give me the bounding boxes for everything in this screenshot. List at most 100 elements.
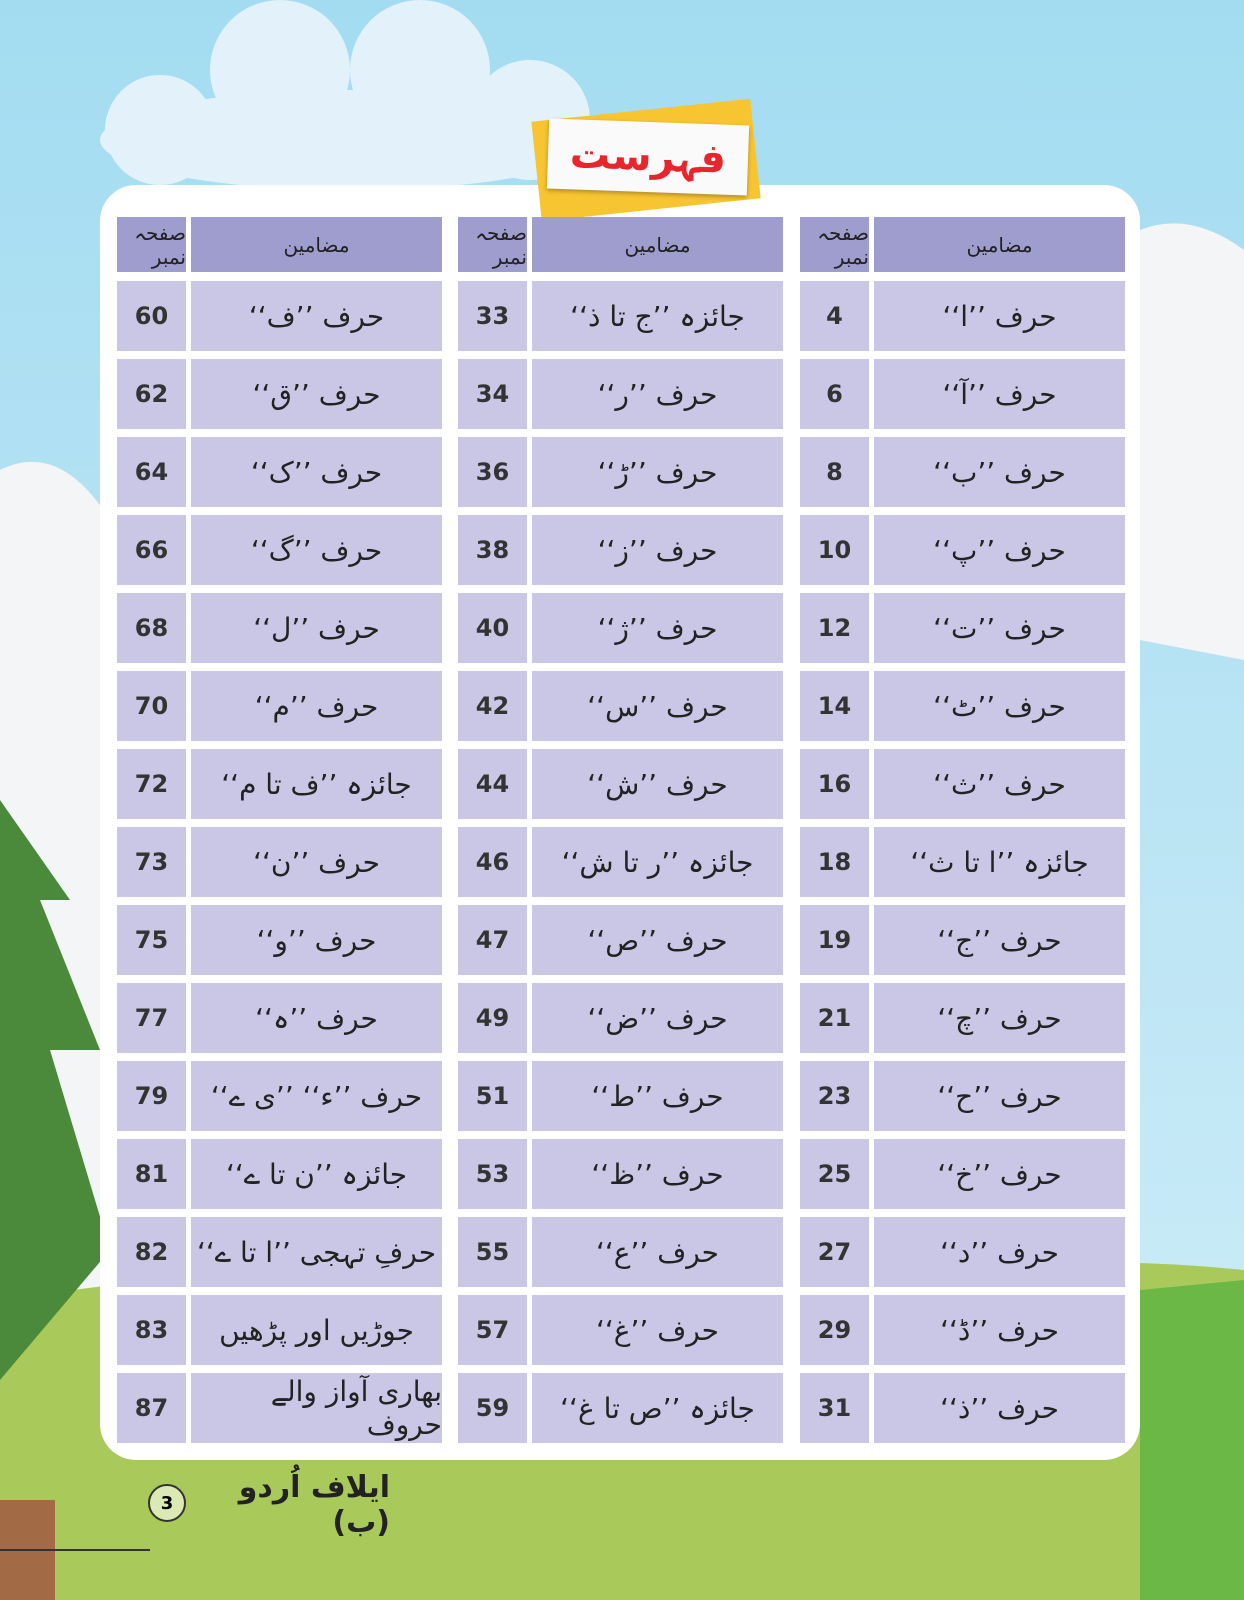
page-cell: 27 bbox=[800, 1217, 869, 1287]
page-cell: 18 bbox=[800, 827, 869, 897]
subject-cell: جائزہ ’’ر تا ش‘‘ bbox=[532, 827, 783, 897]
subject-cell: حرف ’’ژ‘‘ bbox=[532, 593, 783, 663]
subject-cell: حرف ’’ع‘‘ bbox=[532, 1217, 783, 1287]
subject-cell: جائزہ ’’ص تا غ‘‘ bbox=[532, 1373, 783, 1443]
subject-cell: حرف ’’ک‘‘ bbox=[191, 437, 442, 507]
page-cell: 47 bbox=[458, 905, 527, 975]
page-cell: 64 bbox=[117, 437, 186, 507]
page-cell: 4 bbox=[800, 281, 869, 351]
subject-cell: حرف ’’ص‘‘ bbox=[532, 905, 783, 975]
subject-cell: حرف ’’آ‘‘ bbox=[874, 359, 1125, 429]
header-page: صفحہ نمبر bbox=[117, 217, 186, 272]
page-cell: 66 bbox=[117, 515, 186, 585]
page-cell: 44 bbox=[458, 749, 527, 819]
page-cell: 77 bbox=[117, 983, 186, 1053]
page-cell: 87 bbox=[117, 1373, 186, 1443]
subject-cell: جائزہ ’’ا تا ث‘‘ bbox=[874, 827, 1125, 897]
subject-cell: حرف ’’د‘‘ bbox=[874, 1217, 1125, 1287]
subject-cell: حرف ’’ط‘‘ bbox=[532, 1061, 783, 1131]
header-page: صفحہ نمبر bbox=[458, 217, 527, 272]
page-number: 3 bbox=[148, 1484, 186, 1522]
page-cell: 36 bbox=[458, 437, 527, 507]
page-cell: 25 bbox=[800, 1139, 869, 1209]
page-cell: 38 bbox=[458, 515, 527, 585]
subject-cell: حرف ’’و‘‘ bbox=[191, 905, 442, 975]
page-cell: 19 bbox=[800, 905, 869, 975]
page-cell: 33 bbox=[458, 281, 527, 351]
subject-cell: جائزہ ’’ن تا ے‘‘ bbox=[191, 1139, 442, 1209]
page-cell: 75 bbox=[117, 905, 186, 975]
subject-cell: حرف ’’ا‘‘ bbox=[874, 281, 1125, 351]
page-cell: 10 bbox=[800, 515, 869, 585]
page-cell: 57 bbox=[458, 1295, 527, 1365]
subject-cell: حرف ’’ہ‘‘ bbox=[191, 983, 442, 1053]
subject-cell: حرف ’’خ‘‘ bbox=[874, 1139, 1125, 1209]
page-cell: 59 bbox=[458, 1373, 527, 1443]
subject-cell: حرف ’’ٹ‘‘ bbox=[874, 671, 1125, 741]
page-cell: 29 bbox=[800, 1295, 869, 1365]
page-cell: 23 bbox=[800, 1061, 869, 1131]
header-subject: مضامین bbox=[532, 217, 783, 272]
page-cell: 55 bbox=[458, 1217, 527, 1287]
page-cell: 31 bbox=[800, 1373, 869, 1443]
page-cell: 62 bbox=[117, 359, 186, 429]
page-cell: 21 bbox=[800, 983, 869, 1053]
subject-cell: حرف ’’ظ‘‘ bbox=[532, 1139, 783, 1209]
page-cell: 70 bbox=[117, 671, 186, 741]
subject-cell: حرف ’’ل‘‘ bbox=[191, 593, 442, 663]
page-cell: 83 bbox=[117, 1295, 186, 1365]
subject-cell: حرف ’’م‘‘ bbox=[191, 671, 442, 741]
subject-cell: حرف ’’س‘‘ bbox=[532, 671, 783, 741]
page-cell: 14 bbox=[800, 671, 869, 741]
subject-cell: حرف ’’ء‘‘ ’’ی ے‘‘ bbox=[191, 1061, 442, 1131]
subject-cell: حرف ’’ف‘‘ bbox=[191, 281, 442, 351]
subject-cell: حرف ’’پ‘‘ bbox=[874, 515, 1125, 585]
page-cell: 34 bbox=[458, 359, 527, 429]
page-cell: 81 bbox=[117, 1139, 186, 1209]
subject-cell: حرف ’’غ‘‘ bbox=[532, 1295, 783, 1365]
subject-cell: حرف ’’ڈ‘‘ bbox=[874, 1295, 1125, 1365]
page-cell: 6 bbox=[800, 359, 869, 429]
subject-cell: حرف ’’ب‘‘ bbox=[874, 437, 1125, 507]
subject-cell: حرفِ تہجی ’’ا تا ے‘‘ bbox=[191, 1217, 442, 1287]
page-cell: 16 bbox=[800, 749, 869, 819]
header-subject: مضامین bbox=[874, 217, 1125, 272]
page-cell: 42 bbox=[458, 671, 527, 741]
subject-cell: حرف ’’ذ‘‘ bbox=[874, 1373, 1125, 1443]
page-cell: 68 bbox=[117, 593, 186, 663]
subject-cell: حرف ’’ڑ‘‘ bbox=[532, 437, 783, 507]
book-title: ایلاف اُردو (ب) bbox=[238, 1470, 390, 1540]
subject-cell: حرف ’’ج‘‘ bbox=[874, 905, 1125, 975]
page-cell: 49 bbox=[458, 983, 527, 1053]
subject-cell: حرف ’’ت‘‘ bbox=[874, 593, 1125, 663]
page-cell: 60 bbox=[117, 281, 186, 351]
subject-cell: بھاری آواز والے حروف bbox=[191, 1373, 442, 1443]
page-cell: 12 bbox=[800, 593, 869, 663]
page-cell: 53 bbox=[458, 1139, 527, 1209]
page-cell: 46 bbox=[458, 827, 527, 897]
subject-cell: جوڑیں اور پڑھیں bbox=[191, 1295, 442, 1365]
subject-cell: جائزہ ’’ج تا ذ‘‘ bbox=[532, 281, 783, 351]
subject-cell: حرف ’’ز‘‘ bbox=[532, 515, 783, 585]
subject-cell: حرف ’’چ‘‘ bbox=[874, 983, 1125, 1053]
subject-cell: حرف ’’ض‘‘ bbox=[532, 983, 783, 1053]
page-cell: 72 bbox=[117, 749, 186, 819]
subject-cell: حرف ’’ح‘‘ bbox=[874, 1061, 1125, 1131]
header-subject: مضامین bbox=[191, 217, 442, 272]
subject-cell: حرف ’’ن‘‘ bbox=[191, 827, 442, 897]
page-cell: 8 bbox=[800, 437, 869, 507]
subject-cell: حرف ’’ر‘‘ bbox=[532, 359, 783, 429]
page-cell: 51 bbox=[458, 1061, 527, 1131]
subject-cell: حرف ’’گ‘‘ bbox=[191, 515, 442, 585]
header-page: صفحہ نمبر bbox=[800, 217, 869, 272]
page-cell: 73 bbox=[117, 827, 186, 897]
subject-cell: حرف ’’ث‘‘ bbox=[874, 749, 1125, 819]
page-cell: 82 bbox=[117, 1217, 186, 1287]
page-cell: 79 bbox=[117, 1061, 186, 1131]
subject-cell: جائزہ ’’ف تا م‘‘ bbox=[191, 749, 442, 819]
page-cell: 40 bbox=[458, 593, 527, 663]
subject-cell: حرف ’’ش‘‘ bbox=[532, 749, 783, 819]
title: فہرست bbox=[546, 118, 750, 196]
subject-cell: حرف ’’ق‘‘ bbox=[191, 359, 442, 429]
